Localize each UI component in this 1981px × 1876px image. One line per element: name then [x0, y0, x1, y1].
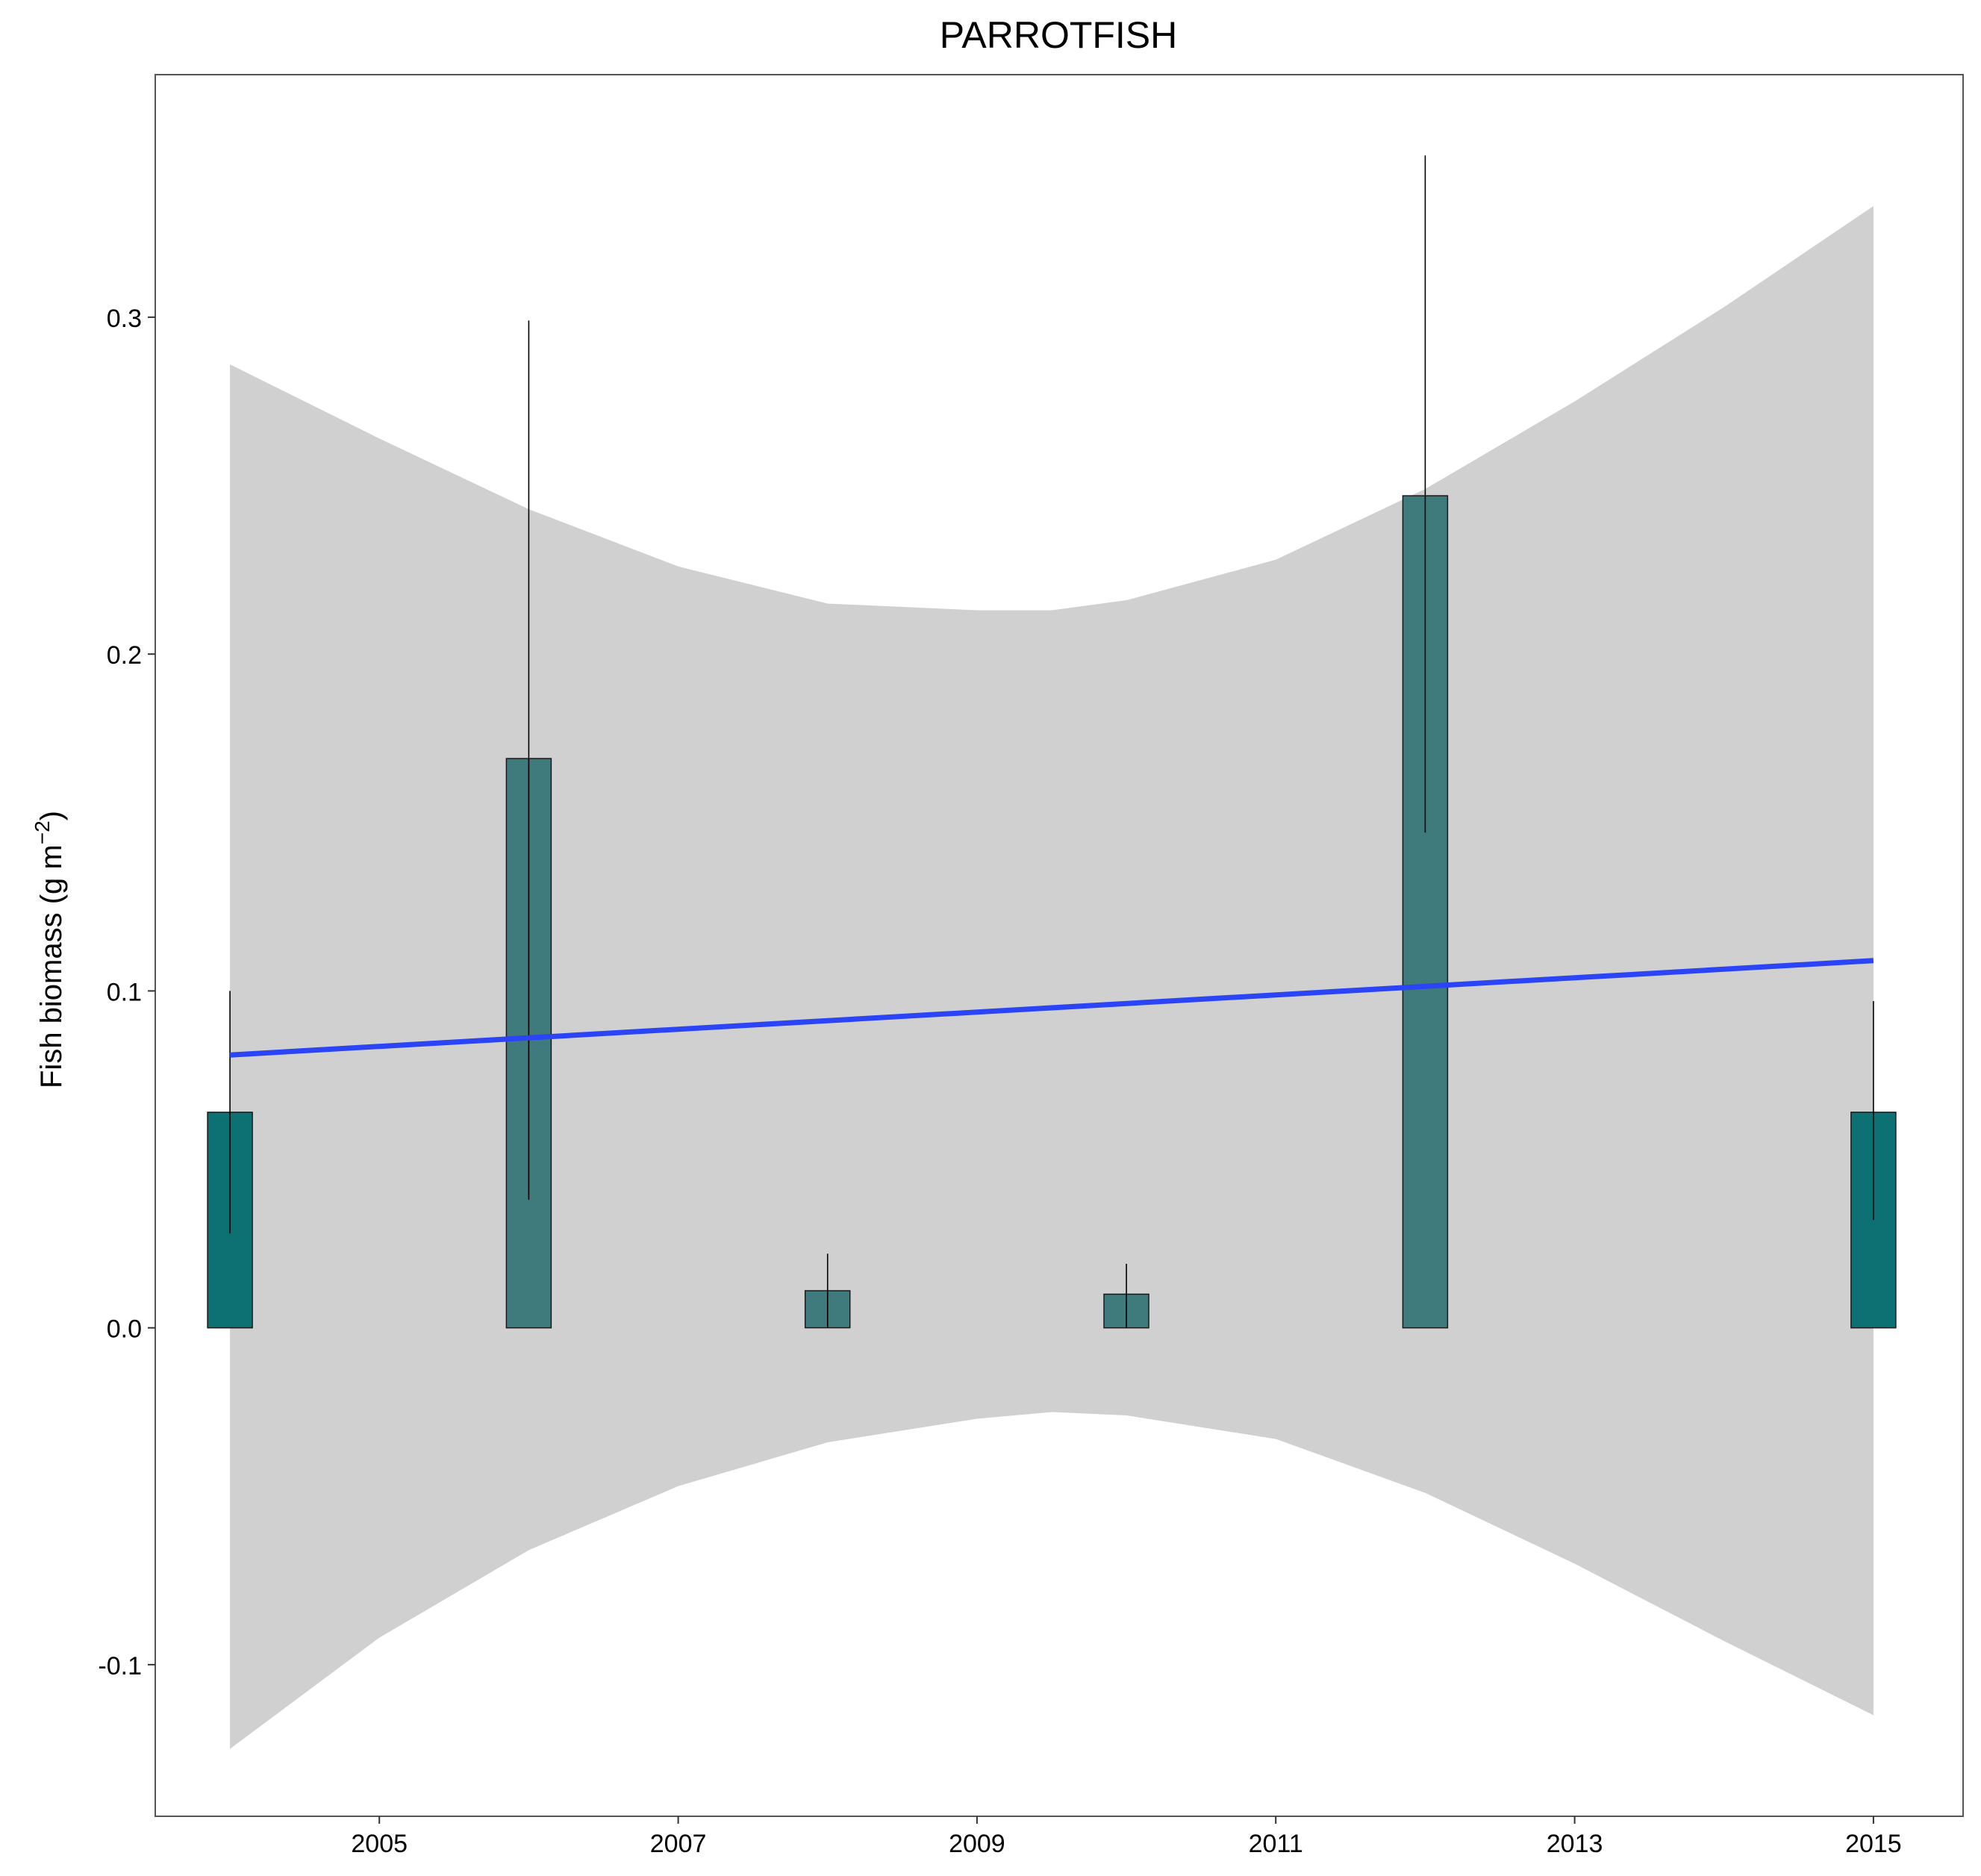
- x-tick-label: 2007: [650, 1830, 707, 1858]
- chart-title: PARROTFISH: [940, 14, 1178, 56]
- x-tick-label: 2011: [1249, 1830, 1303, 1858]
- plot-border: [155, 74, 1964, 1817]
- y-tick-label: 0.1: [107, 978, 142, 1006]
- plot-area: [207, 155, 1897, 1749]
- confidence-band: [230, 206, 1874, 1749]
- axes: -0.1 0.0 0.1 0.2 0.3 2005 2007 2009 2011 2013 2015: [98, 74, 1964, 1858]
- y-tick-label: 0.2: [107, 641, 142, 670]
- y-axis-label-suffix: ): [35, 811, 68, 820]
- y-axis-label: Fish biomass (g m−2): [31, 811, 68, 1088]
- trend-line: [229, 958, 1874, 1058]
- y-tick-label: 0.3: [107, 305, 142, 333]
- x-tick-label: 2009: [949, 1830, 1005, 1858]
- x-tick-label: 2015: [1845, 1830, 1902, 1858]
- y-tick-label: -0.1: [98, 1652, 142, 1680]
- x-tick-label: 2013: [1547, 1830, 1603, 1858]
- y-tick-label: 0.0: [107, 1315, 142, 1344]
- y-axis-label-superscript: −2: [31, 820, 54, 844]
- y-axis-label-text: Fish biomass (g m: [35, 844, 68, 1088]
- x-tick-label: 2005: [351, 1830, 408, 1858]
